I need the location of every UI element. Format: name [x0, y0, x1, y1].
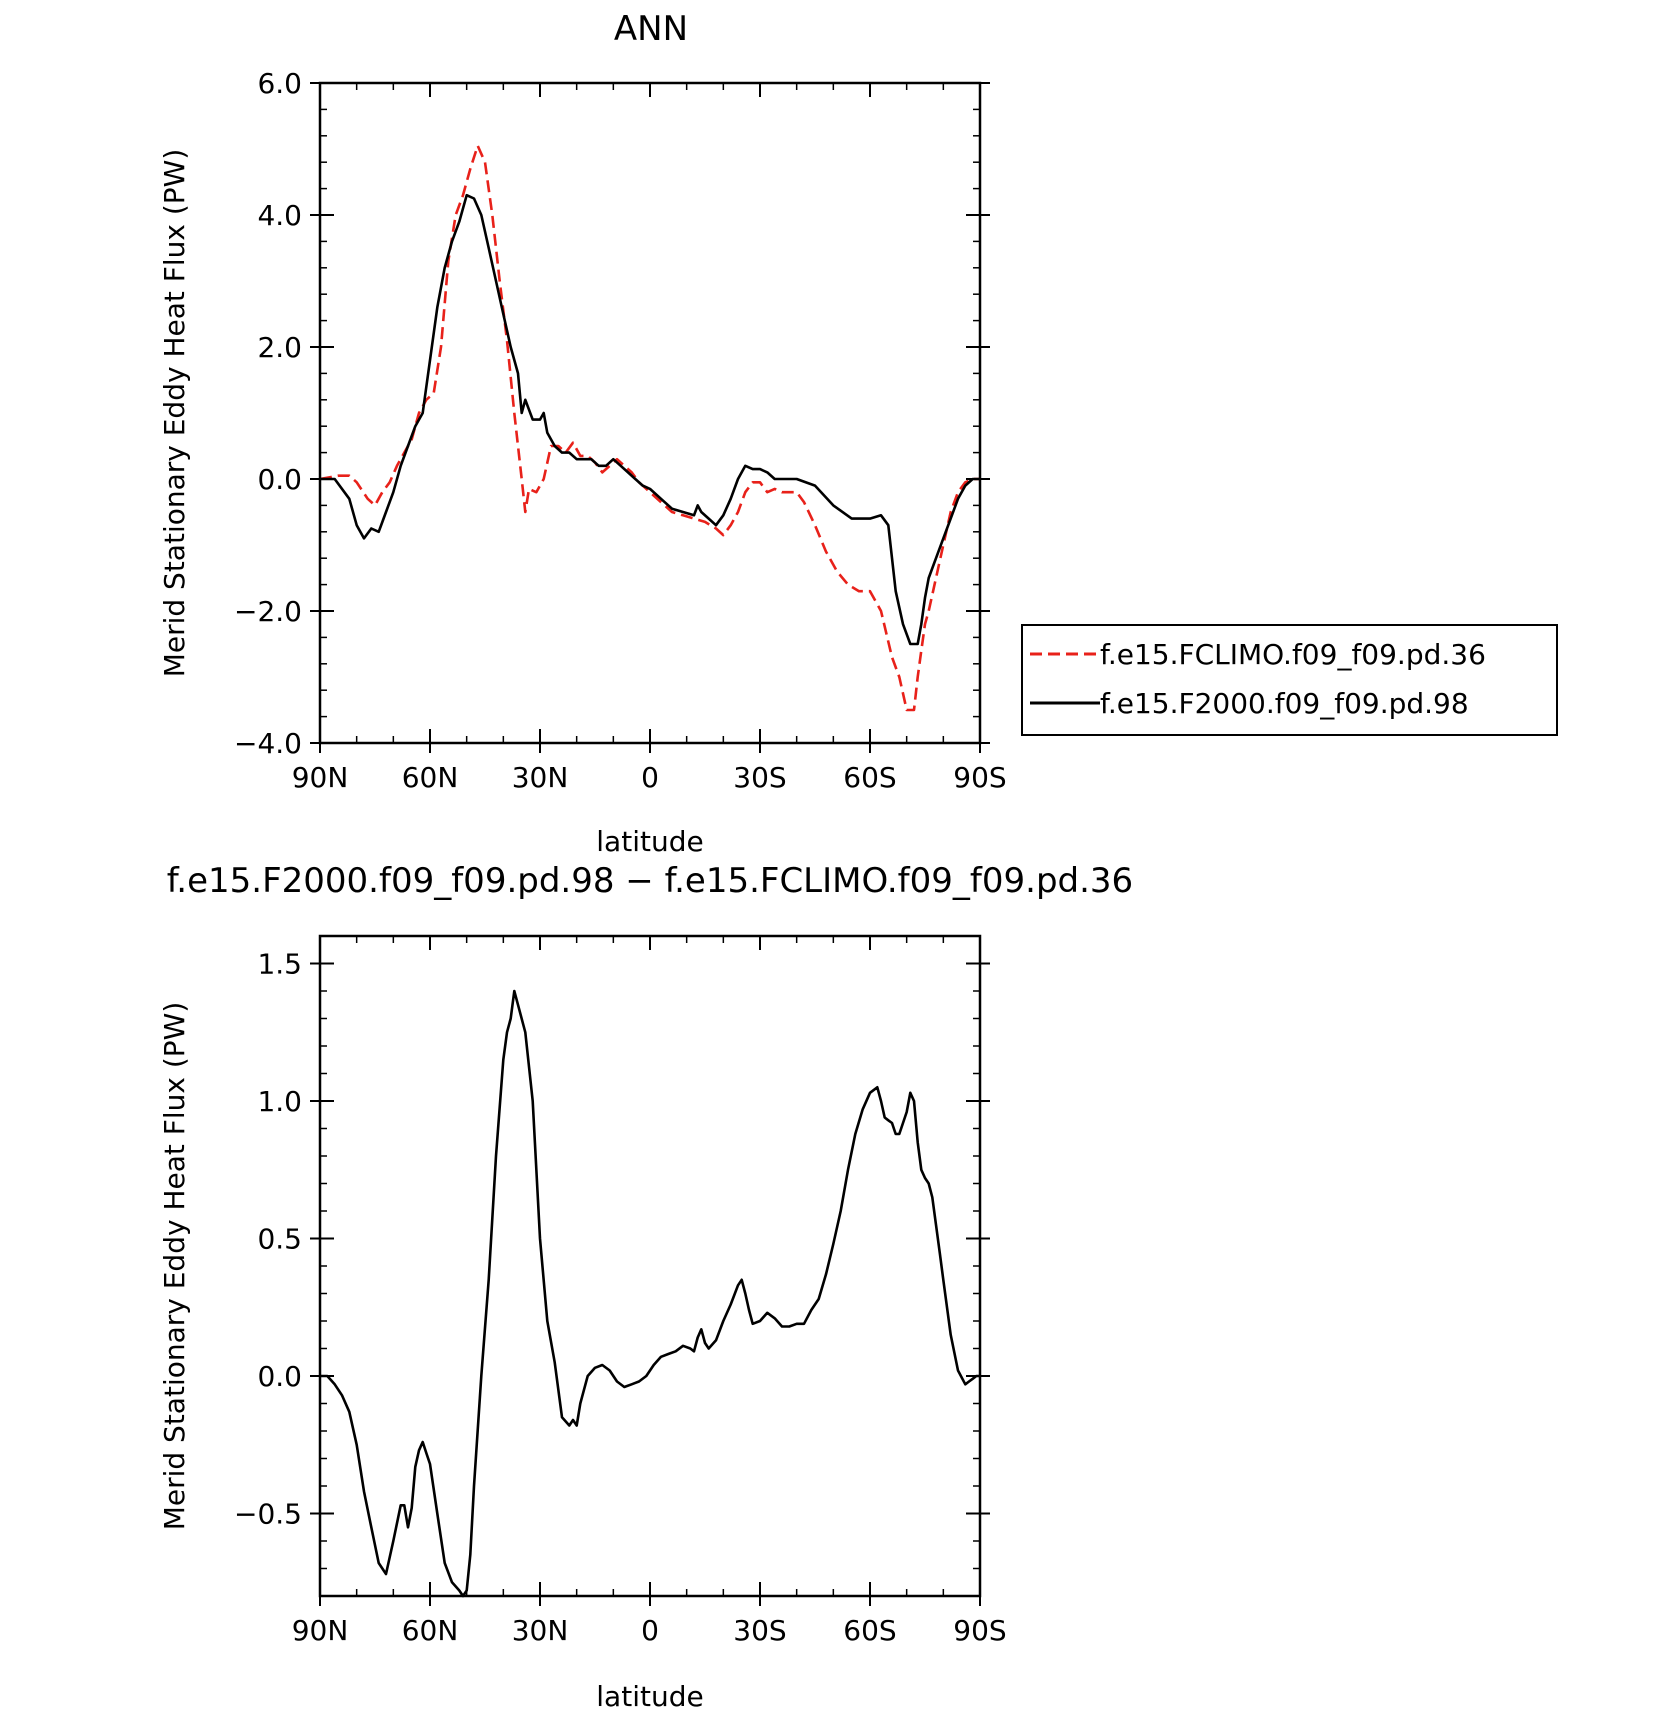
plot-frame — [318, 934, 982, 1598]
y-tick-labels: −0.5 0.0 0.5 1.0 1.5 — [234, 948, 302, 1531]
chart-panel-ann: ANN 90N 60N 30N 0 30S 60S 90S −4.0 −2.0 0.0 2.0 4.… — [158, 9, 1558, 858]
series-group — [320, 989, 980, 1598]
x-tick-label: 60N — [402, 761, 459, 794]
chart-title: f.e15.F2000.f09_f09.pd.98 − f.e15.FCLIMO… — [167, 861, 1133, 901]
x-tick-label: 90N — [292, 1614, 349, 1647]
y-tick-label: 1.5 — [257, 948, 302, 981]
x-tick-label: 60N — [402, 1614, 459, 1647]
x-tick-label: 30N — [512, 761, 569, 794]
legend: f.e15.FCLIMO.f09_f09.pd.36 f.e15.F2000.f… — [1021, 624, 1558, 736]
y-tick-label: 6.0 — [257, 67, 302, 100]
y-tick-label: 1.0 — [257, 1085, 302, 1118]
x-tick-label: 60S — [843, 1614, 896, 1647]
y-tick-label: −0.5 — [234, 1498, 302, 1531]
x-tick-labels: 90N 60N 30N 0 30S 60S 90S — [292, 761, 1007, 794]
y-tick-labels: −4.0 −2.0 0.0 2.0 4.0 6.0 — [234, 67, 302, 760]
x-tick-label: 30S — [733, 1614, 786, 1647]
x-tick-label: 90S — [953, 761, 1006, 794]
x-tick-label: 0 — [641, 761, 659, 794]
y-tick-label: 0.0 — [257, 1360, 302, 1393]
x-tick-labels: 90N 60N 30N 0 30S 60S 90S — [292, 1614, 1007, 1647]
y-tick-label: 0.0 — [257, 463, 302, 496]
legend-box — [1021, 624, 1558, 736]
series-line-0 — [319, 144, 980, 712]
x-tick-label: 60S — [843, 761, 896, 794]
x-tick-label: 30N — [512, 1614, 569, 1647]
x-tick-label: 0 — [641, 1614, 659, 1647]
series-line-1 — [320, 193, 980, 646]
x-tick-label: 90N — [292, 761, 349, 794]
plot-frame — [318, 81, 982, 745]
x-tick-label: 90S — [953, 1614, 1006, 1647]
series-group — [319, 144, 980, 712]
y-tick-label: 4.0 — [257, 199, 302, 232]
y-axis-label: Merid Stationary Eddy Heat Flux (PW) — [158, 1002, 191, 1531]
y-axis-label: Merid Stationary Eddy Heat Flux (PW) — [158, 149, 191, 678]
legend-label-fclimo: f.e15.FCLIMO.f09_f09.pd.36 — [1100, 638, 1486, 671]
legend-label-f2000: f.e15.F2000.f09_f09.pd.98 — [1100, 687, 1469, 720]
x-tick-label: 30S — [733, 761, 786, 794]
y-tick-label: 0.5 — [257, 1223, 302, 1256]
y-tick-label: −4.0 — [234, 727, 302, 760]
tick-marks — [310, 82, 990, 753]
x-axis-label: latitude — [596, 825, 703, 858]
series-line-0 — [320, 989, 980, 1598]
chart-panel-difference: f.e15.F2000.f09_f09.pd.98 − f.e15.FCLIMO… — [158, 861, 1133, 1713]
x-axis-label: latitude — [596, 1680, 703, 1713]
chart-title: ANN — [614, 9, 688, 49]
y-tick-label: 2.0 — [257, 331, 302, 364]
y-tick-label: −2.0 — [234, 595, 302, 628]
